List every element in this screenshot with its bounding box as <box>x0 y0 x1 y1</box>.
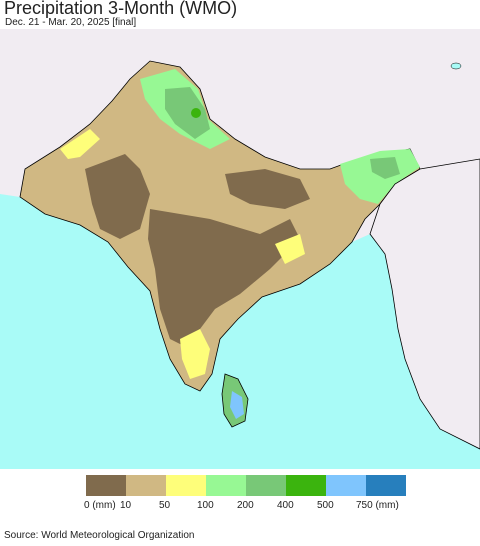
legend-swatch-1 <box>126 475 166 496</box>
source-credit: Source: World Meteorological Organizatio… <box>4 530 195 541</box>
legend-color-bar <box>86 475 446 496</box>
legend-label: 0 (mm) <box>84 500 116 511</box>
yellow-zone-south <box>180 329 210 379</box>
legend-label: 750 (mm) <box>356 500 399 511</box>
precipitation-map <box>0 29 480 469</box>
ocean <box>0 194 480 469</box>
yellow-zone-east <box>275 234 305 264</box>
legend-label: 400 <box>277 500 294 511</box>
legend-swatch-6 <box>326 475 366 496</box>
sri-lanka-wet <box>230 391 244 419</box>
legend-labels: 0 (mm) 10 50 100 200 400 500 750 (mm) <box>84 500 446 514</box>
legend-swatch-0 <box>86 475 126 496</box>
legend-swatch-5 <box>286 475 326 496</box>
yellow-zone-west <box>60 129 100 159</box>
green-zone-northeast <box>340 149 420 204</box>
dry-zone-west <box>85 154 150 239</box>
dry-zone-central <box>148 209 300 349</box>
legend-swatch-4 <box>246 475 286 496</box>
legend-label: 50 <box>159 500 171 511</box>
dry-zone-east <box>225 169 310 209</box>
legend-label: 100 <box>197 500 214 511</box>
green-zone-peak <box>191 108 201 118</box>
legend-label: 10 <box>120 500 132 511</box>
date-range-subtitle: Dec. 21 - Mar. 20, 2025 [final] <box>5 17 137 28</box>
green-zone-northeast-dark <box>370 157 400 179</box>
legend-swatch-3 <box>206 475 246 496</box>
eastern-land <box>369 158 480 450</box>
legend-swatch-2 <box>166 475 206 496</box>
page-title: Precipitation 3-Month (WMO) <box>4 0 238 18</box>
lake-marker <box>450 62 462 70</box>
legend: 0 (mm) 10 50 100 200 400 500 750 (mm) <box>84 475 446 514</box>
green-zone-north-dark <box>165 87 210 139</box>
legend-label: 200 <box>237 500 254 511</box>
legend-swatch-7 <box>366 475 406 496</box>
legend-label: 500 <box>317 500 334 511</box>
